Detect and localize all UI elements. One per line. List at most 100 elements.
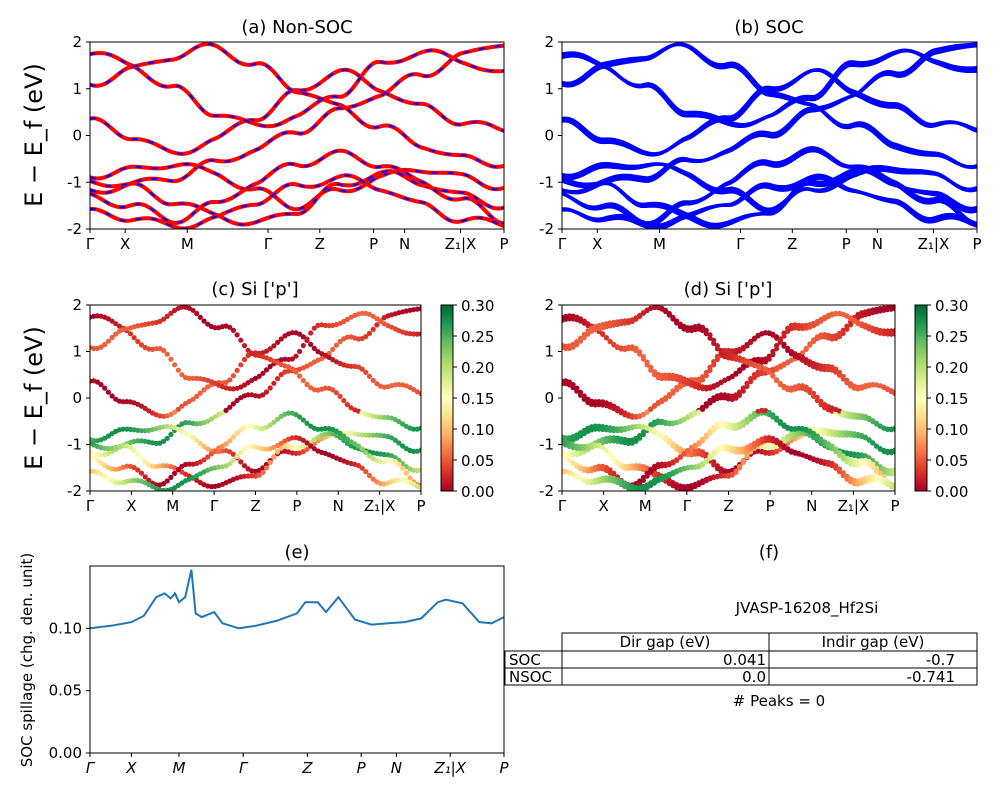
projection-point <box>674 457 680 463</box>
table-header-indir: Indir gap (eV) <box>822 633 925 651</box>
projection-point <box>737 368 743 374</box>
x-tick-label-e: X <box>125 759 137 777</box>
band-line-nonsoc-dash <box>90 42 504 168</box>
colorbar-tick-label: 0.20 <box>461 359 494 377</box>
band-line-soc <box>562 68 977 157</box>
projection-point <box>138 342 145 348</box>
projection-point <box>833 449 839 455</box>
projection-point <box>781 422 787 428</box>
projection-point <box>748 379 754 385</box>
projection-point <box>781 333 787 339</box>
projection-point <box>777 442 783 448</box>
projection-point <box>836 330 843 337</box>
band-line-soc <box>562 43 977 195</box>
colorbar-tick-label: 0.10 <box>461 421 494 439</box>
projection-point <box>260 469 266 475</box>
projection-point <box>570 385 576 391</box>
projection-point <box>374 322 380 328</box>
projection-point <box>172 485 178 491</box>
projection-point <box>135 467 141 473</box>
projection-point <box>366 330 373 336</box>
projection-point <box>271 343 277 349</box>
projection-point <box>781 362 787 368</box>
projection-point <box>644 359 650 365</box>
projection-point <box>870 382 876 388</box>
projection-point <box>674 446 680 452</box>
projection-point <box>633 435 639 441</box>
projection-point <box>304 336 310 342</box>
projection-point <box>256 472 262 478</box>
panel-c-title: (c) Si ['p'] <box>211 279 298 300</box>
projection-point <box>127 331 134 337</box>
projection-point <box>607 470 613 476</box>
projection-point <box>733 468 739 474</box>
projection-point <box>289 435 295 441</box>
colorbar-tick-label: 0.30 <box>935 297 968 315</box>
projection-point <box>685 447 691 454</box>
x-tick-label-b: X <box>592 235 602 253</box>
projection-point <box>238 459 244 465</box>
projection-point <box>124 399 130 405</box>
projection-point <box>311 325 317 331</box>
projection-point <box>707 335 713 341</box>
band-line-nonsoc <box>90 67 504 156</box>
band-line-soc <box>562 42 977 169</box>
projection-point <box>337 430 343 436</box>
projection-point <box>670 460 676 466</box>
projection-point <box>596 466 602 472</box>
projection-point <box>175 466 181 473</box>
projection-point <box>102 445 108 451</box>
projection-point <box>227 404 233 410</box>
band-line-soc <box>562 173 977 229</box>
projection-point <box>131 447 137 453</box>
projection-point <box>674 320 680 326</box>
x-tick-label-a: P <box>499 235 508 253</box>
projection-point <box>164 478 170 484</box>
band-line-nonsoc <box>90 43 504 195</box>
projection-point <box>286 410 292 416</box>
y-tick-label-a: -2 <box>67 220 82 238</box>
projection-point <box>230 327 236 333</box>
projection-point <box>748 338 754 344</box>
projection-point <box>770 332 776 338</box>
projection-point <box>885 328 891 334</box>
projection-point <box>744 452 750 458</box>
y-tick-label-a: 2 <box>72 33 82 51</box>
projection-point <box>164 351 170 357</box>
projection-point <box>770 373 776 379</box>
projection-point <box>418 331 421 337</box>
projection-point <box>411 331 417 337</box>
projection-point <box>348 363 354 369</box>
projection-point <box>762 359 769 365</box>
projection-point <box>197 314 203 320</box>
projection-point <box>714 346 721 352</box>
projection-point <box>703 459 709 465</box>
projection-point <box>818 318 824 324</box>
band-line-nonsoc <box>90 173 504 229</box>
projection-point <box>337 338 343 345</box>
projection-point <box>796 383 802 389</box>
projection-point <box>762 449 769 455</box>
projection-point <box>811 390 817 396</box>
band-line-nonsoc-dash <box>90 149 504 225</box>
projection-point <box>322 425 328 432</box>
projection-point <box>223 379 229 385</box>
projection-point <box>366 472 373 479</box>
projection-point <box>175 406 181 412</box>
projection-point <box>205 454 211 460</box>
projection-point <box>315 426 321 432</box>
projection-point <box>603 467 610 473</box>
projection-point <box>570 460 576 466</box>
projection-point <box>322 385 328 391</box>
projection-point <box>681 451 687 457</box>
projection-point <box>844 323 850 329</box>
y-tick-label-e: 0.00 <box>49 744 82 762</box>
projection-point <box>377 318 384 324</box>
projection-point <box>377 414 384 420</box>
projection-point <box>707 364 713 370</box>
projection-point <box>629 414 635 420</box>
projection-point <box>234 367 240 373</box>
projection-point <box>370 432 376 438</box>
projection-point <box>751 335 758 341</box>
x-tick-label-c: Γ <box>210 497 219 515</box>
